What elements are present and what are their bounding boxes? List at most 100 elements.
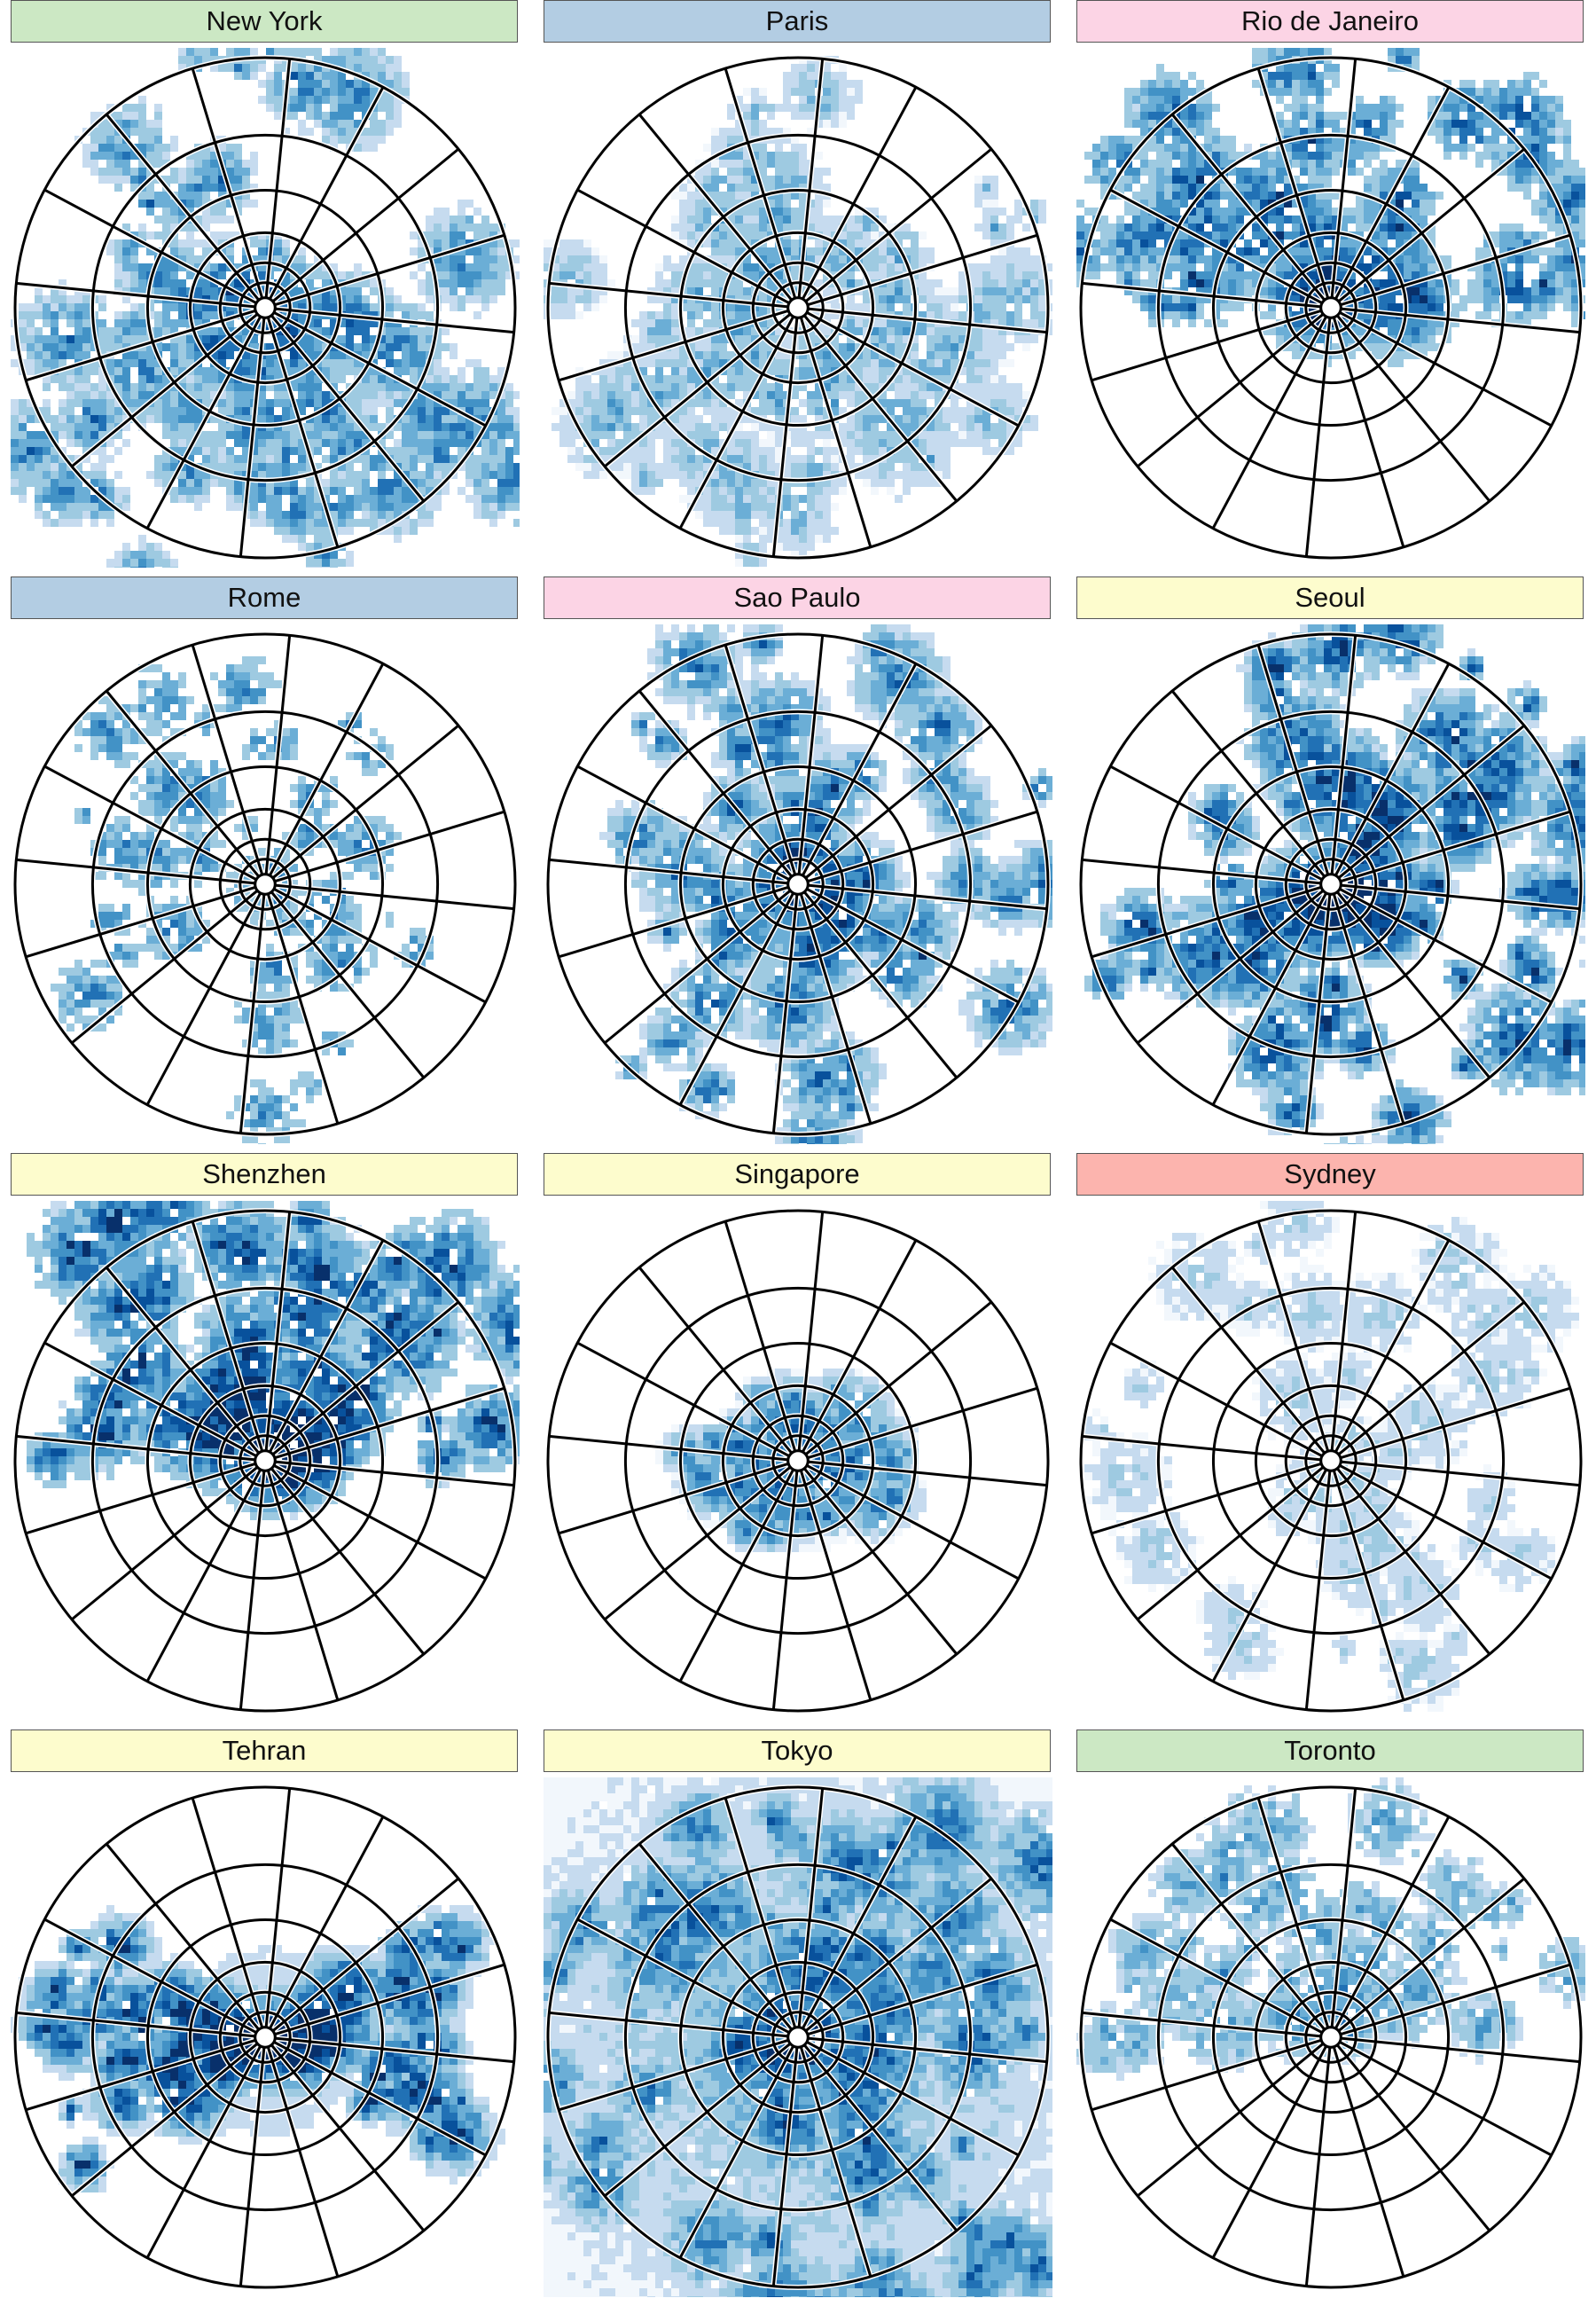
urban-cell — [19, 431, 27, 439]
urban-cell — [1483, 104, 1491, 112]
urban-cell — [703, 367, 711, 375]
urban-cell — [114, 311, 122, 319]
urban-cell — [831, 503, 839, 511]
urban-cell — [767, 184, 775, 192]
urban-cell — [74, 463, 82, 471]
urban-cell — [759, 271, 767, 279]
urban-cell — [911, 343, 919, 351]
urban-cell — [178, 359, 186, 367]
urban-cell — [783, 224, 791, 231]
urban-cell — [990, 263, 998, 271]
urban-cell — [106, 168, 114, 176]
urban-cell — [823, 80, 831, 88]
urban-cell — [919, 311, 927, 319]
urban-cell — [735, 383, 743, 391]
urban-cell — [607, 383, 615, 391]
urban-cell — [911, 263, 919, 271]
urban-cell — [759, 503, 767, 511]
urban-cell — [218, 327, 226, 335]
urban-cell — [162, 343, 170, 351]
urban-cell — [1300, 88, 1308, 96]
urban-cell — [783, 128, 791, 136]
urban-cell — [1030, 335, 1038, 343]
urban-cell — [815, 351, 823, 359]
urban-cell — [727, 160, 735, 168]
urban-cell — [330, 88, 338, 96]
urban-cell — [879, 216, 887, 224]
urban-cell — [839, 64, 847, 72]
urban-cell — [998, 263, 1006, 271]
urban-cell — [210, 439, 218, 447]
urban-cell — [234, 168, 242, 176]
urban-cell — [727, 479, 735, 487]
urban-cell — [951, 399, 958, 407]
urban-cell — [234, 487, 242, 495]
urban-cell — [426, 431, 434, 439]
urban-cell — [154, 359, 162, 367]
urban-cell — [559, 263, 567, 271]
urban-cell — [879, 255, 887, 263]
urban-cell — [943, 431, 951, 439]
urban-cell — [282, 447, 290, 455]
urban-cell — [631, 399, 639, 407]
urban-cell — [1332, 128, 1340, 136]
urban-cell — [807, 479, 815, 487]
urban-cell — [154, 216, 162, 224]
urban-cell — [450, 391, 458, 399]
urban-cell — [998, 247, 1006, 255]
urban-cell — [623, 455, 631, 463]
urban-cell — [130, 303, 138, 311]
urban-cell — [473, 407, 481, 415]
urban-cell — [1539, 144, 1547, 152]
urban-cell — [735, 503, 743, 511]
urban-cell — [226, 319, 234, 327]
urban-cell — [847, 271, 855, 279]
urban-cell — [982, 327, 990, 335]
urban-cell — [695, 399, 703, 407]
urban-cell — [982, 176, 990, 184]
urban-cell — [1100, 160, 1108, 168]
urban-cell — [242, 399, 250, 407]
urban-cell — [90, 383, 98, 391]
urban-cell — [567, 455, 575, 463]
urban-cell — [362, 96, 370, 104]
urban-cell — [1038, 287, 1046, 295]
urban-cell — [306, 463, 314, 471]
urban-cell — [43, 359, 51, 367]
urban-cell — [631, 487, 639, 495]
urban-cell — [743, 231, 751, 239]
urban-cell — [1014, 319, 1022, 327]
urban-cell — [1459, 120, 1467, 128]
urban-cell — [1292, 96, 1300, 104]
urban-cell — [1316, 48, 1324, 56]
urban-cell — [775, 447, 783, 455]
urban-cell — [386, 343, 394, 351]
urban-cell — [895, 399, 903, 407]
urban-cell — [346, 559, 354, 567]
urban-cell — [719, 351, 727, 359]
urban-cell — [719, 415, 727, 423]
urban-cell — [178, 447, 186, 455]
urban-cell — [919, 463, 927, 471]
urban-cell — [663, 399, 671, 407]
urban-cell — [450, 287, 458, 295]
urban-cell — [258, 439, 266, 447]
urban-cell — [378, 487, 386, 495]
urban-cell — [671, 399, 679, 407]
urban-cell — [258, 367, 266, 375]
urban-cell — [59, 503, 66, 511]
urban-cell — [330, 72, 338, 80]
urban-cell — [106, 343, 114, 351]
urban-cell — [1412, 56, 1420, 64]
urban-cell — [314, 319, 322, 327]
urban-cell — [727, 263, 735, 271]
urban-cell — [210, 431, 218, 439]
urban-cell — [982, 423, 990, 431]
urban-cell — [410, 455, 418, 463]
urban-cell — [274, 527, 282, 535]
urban-cell — [154, 104, 162, 112]
urban-cell — [727, 383, 735, 391]
urban-cell — [807, 391, 815, 399]
urban-cell — [751, 200, 759, 208]
urban-cell — [442, 271, 450, 279]
